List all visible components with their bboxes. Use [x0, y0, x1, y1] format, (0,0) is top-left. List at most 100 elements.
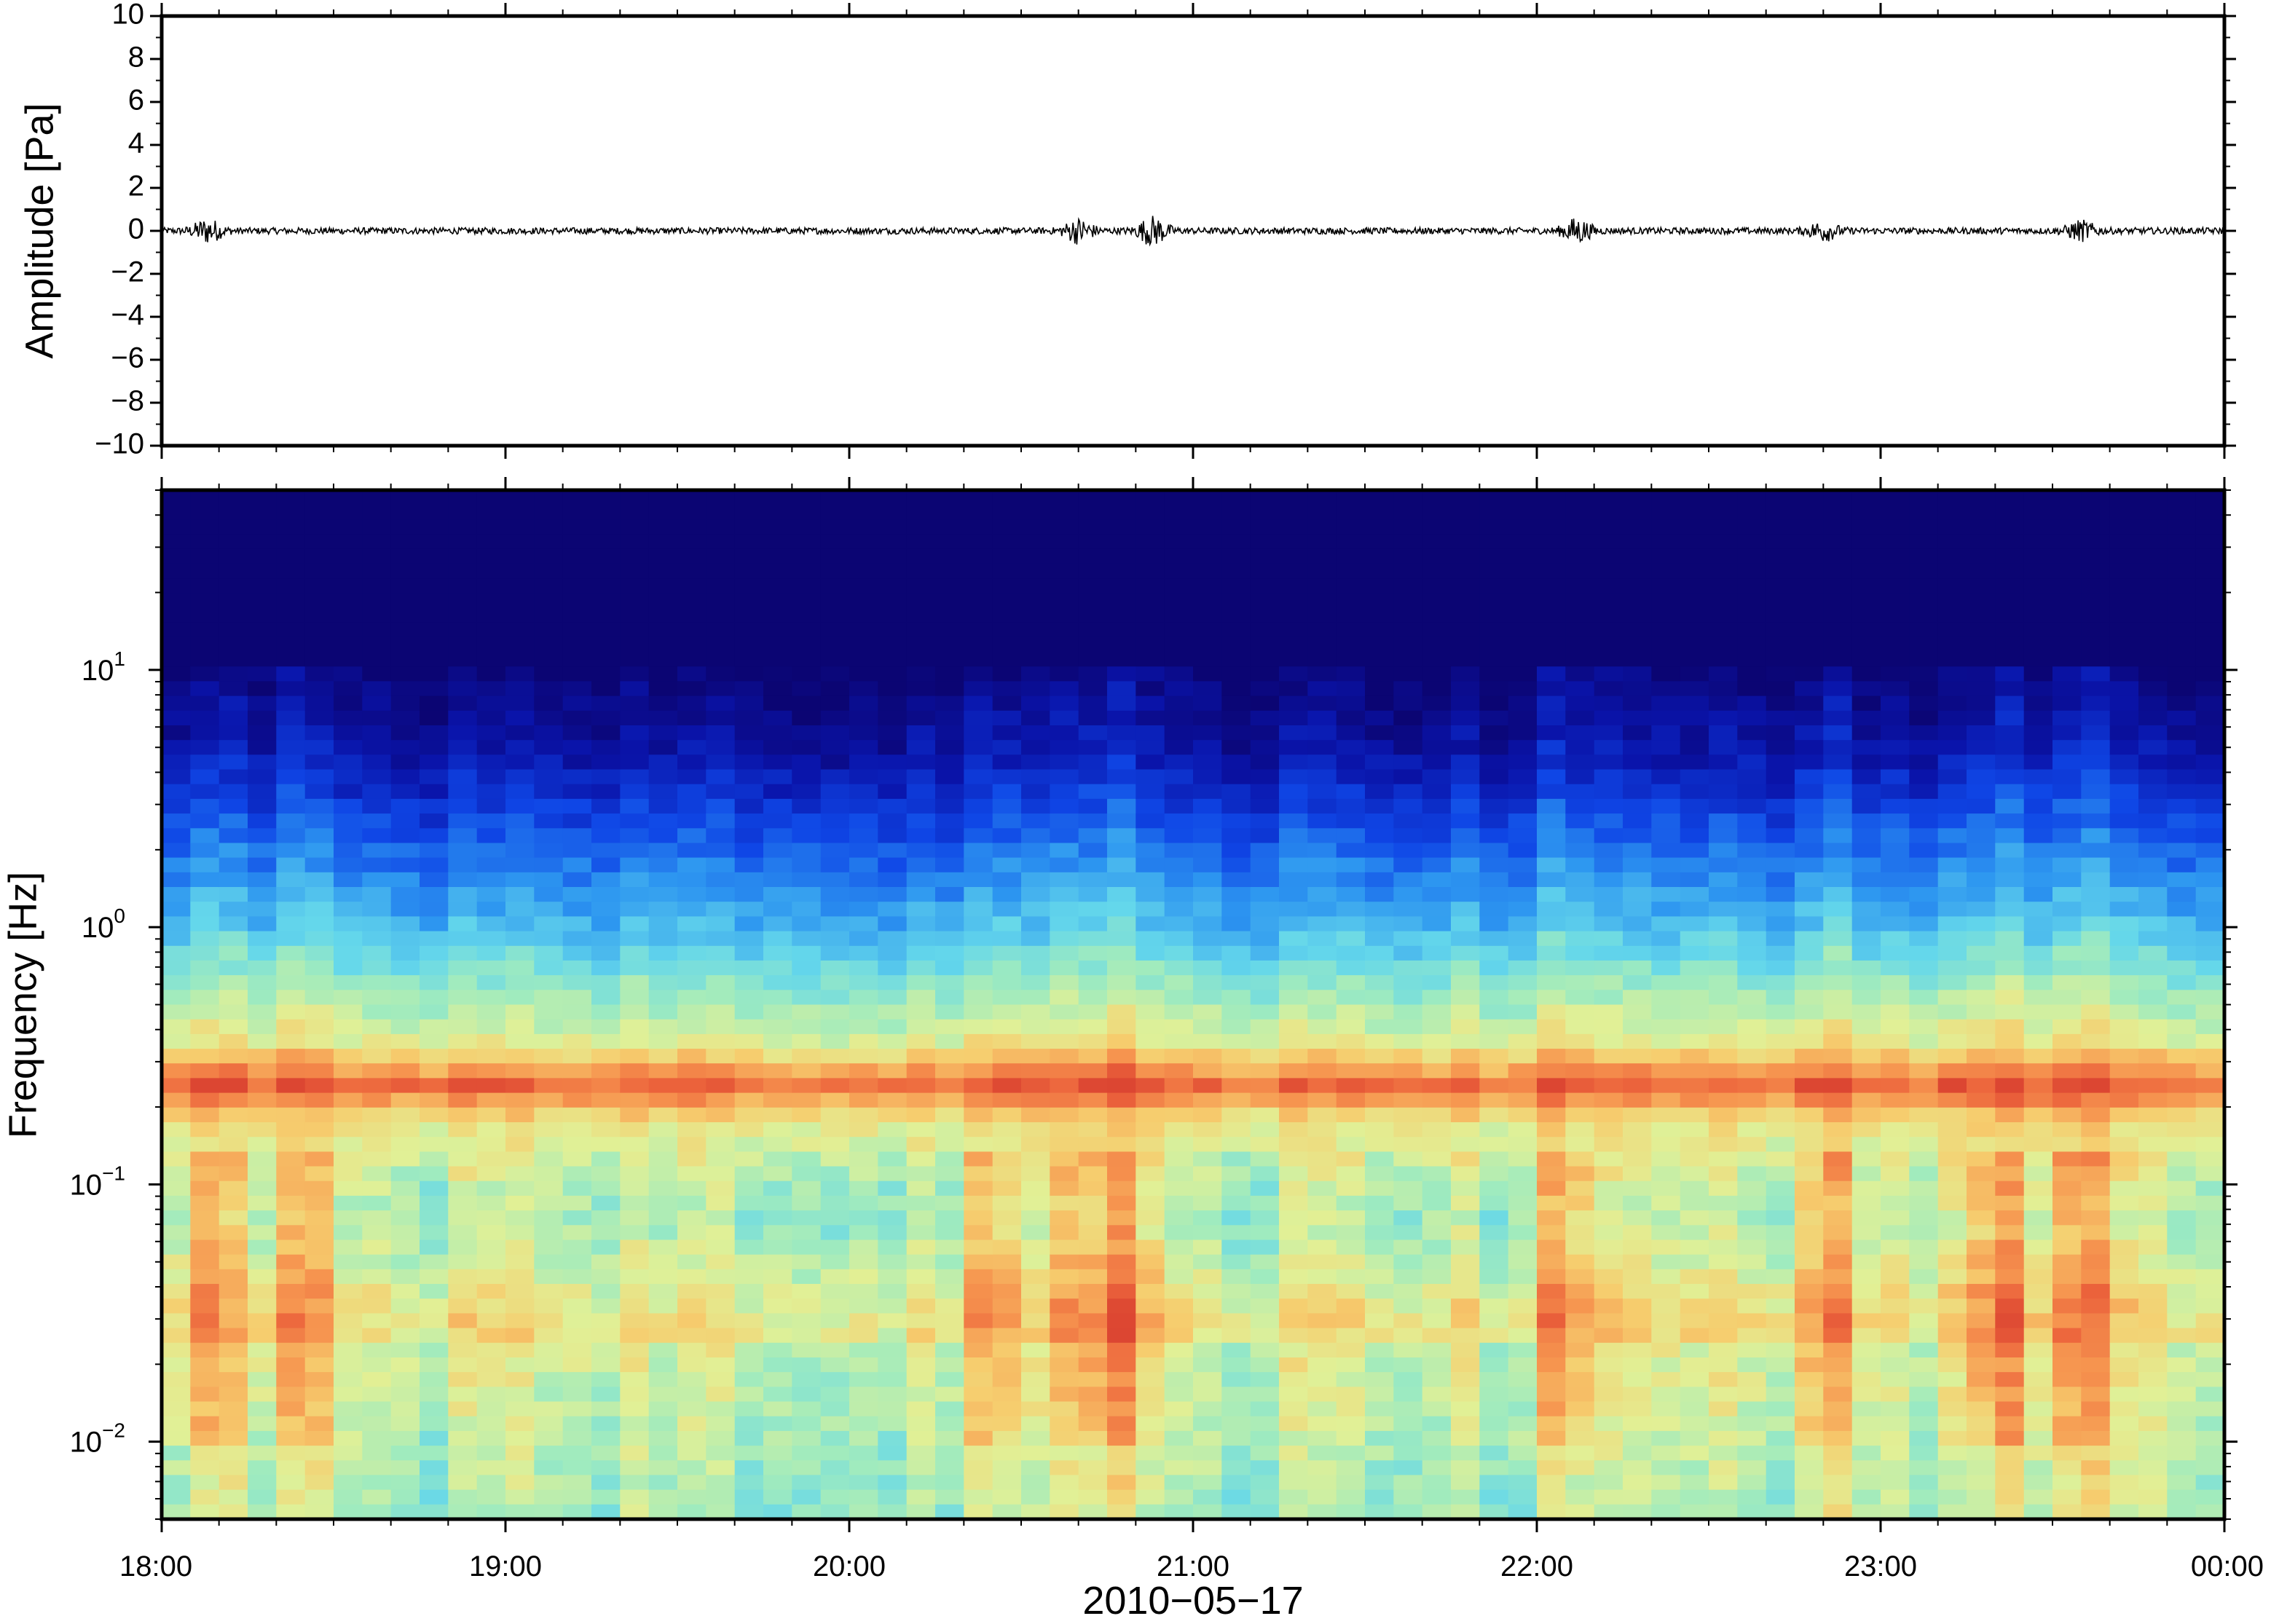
- spectrogram-cell: [1680, 1137, 1709, 1152]
- spectrogram-cell: [1766, 578, 1795, 594]
- spectrogram-cell: [1193, 945, 1222, 961]
- spectrogram-cell: [1995, 534, 2025, 550]
- spectrogram-cell: [2081, 593, 2111, 609]
- spectrogram-cell: [992, 1166, 1022, 1182]
- spectrogram-cell: [1594, 1401, 1623, 1417]
- spectrogram-cell: [505, 798, 535, 814]
- spectrogram-cell: [162, 1489, 191, 1505]
- spectrogram-cell: [162, 1460, 191, 1476]
- spectrogram-cell: [420, 784, 449, 800]
- spectrogram-cell: [1508, 843, 1538, 859]
- spectrogram-cell: [162, 1137, 191, 1152]
- spectrogram-cell: [1336, 1225, 1366, 1241]
- spectrogram-cell: [1279, 1049, 1308, 1064]
- spectrogram-cell: [1250, 1460, 1280, 1476]
- spectrogram-cell: [591, 828, 621, 844]
- spectrogram-cell: [1795, 695, 1824, 712]
- spectrogram-cell: [1193, 1033, 1222, 1049]
- spectrogram-cell: [1336, 548, 1366, 564]
- spectrogram-cell: [1709, 902, 1738, 917]
- spectrogram-cell: [1078, 548, 1108, 564]
- spectrogram-cell: [448, 1342, 478, 1358]
- spectrogram-cell: [1393, 1078, 1423, 1094]
- spectrogram-cell: [964, 1357, 993, 1373]
- spectrogram-cell: [304, 828, 334, 844]
- spectrogram-cell: [1937, 725, 1967, 741]
- spectrogram-cell: [1279, 607, 1308, 623]
- spectrogram-cell: [1422, 931, 1452, 947]
- spectrogram-cell: [2109, 1269, 2139, 1285]
- spectrogram-cell: [1651, 607, 1681, 623]
- spectrogram-cell: [1737, 1063, 1767, 1079]
- spectrogram-cell: [1909, 1313, 1939, 1329]
- spectrogram-cell: [1937, 872, 1967, 888]
- spectrogram-cell: [849, 1430, 878, 1446]
- spectrogram-cell: [1365, 1063, 1394, 1079]
- spectrogram-cell: [591, 813, 621, 829]
- spectrogram-cell: [1336, 1489, 1366, 1505]
- spectrogram-cell: [1107, 931, 1136, 947]
- spectrogram-cell: [476, 1372, 506, 1387]
- spectrogram-cell: [2081, 990, 2111, 1006]
- spectrogram-cell: [1995, 548, 2025, 564]
- spectrogram-cell: [304, 857, 334, 873]
- spectrogram-cell: [706, 505, 736, 520]
- spectrogram-cell: [1680, 1004, 1709, 1020]
- spectrogram-cell: [505, 695, 535, 712]
- spectrogram-cell: [706, 857, 736, 873]
- spectrogram-cell: [1193, 1284, 1222, 1299]
- spectrogram-cell: [677, 813, 707, 829]
- spectrogram-cell: [1967, 1049, 1996, 1064]
- spectrogram-cell: [1508, 725, 1538, 741]
- spectrogram-cell: [591, 578, 621, 594]
- spectrogram-cell: [1508, 1269, 1538, 1285]
- spectrogram-cell: [964, 754, 993, 770]
- spectrogram-cell: [849, 1151, 878, 1167]
- spectrogram-cell: [1365, 622, 1394, 638]
- spectrogram-cell: [992, 505, 1022, 520]
- spectrogram-cell: [648, 534, 678, 550]
- spectrogram-cell: [591, 1342, 621, 1358]
- spectrogram-cell: [534, 990, 564, 1006]
- spectrogram-cell: [1909, 769, 1939, 785]
- spectrogram-cell: [1336, 681, 1366, 697]
- spectrogram-cell: [1594, 1063, 1623, 1079]
- spectrogram-cell: [1307, 1504, 1337, 1519]
- spectrogram-cell: [190, 1122, 220, 1138]
- spectrogram-cell: [248, 1284, 277, 1299]
- spectrogram-cell: [1737, 1372, 1767, 1387]
- spectrogram-cell: [334, 887, 363, 902]
- spectrogram-cell: [1881, 1019, 1910, 1035]
- spectrogram-cell: [591, 902, 621, 917]
- spectrogram-cell: [2138, 710, 2168, 726]
- spectrogram-cell: [304, 1180, 334, 1197]
- spectrogram-cell: [276, 1298, 306, 1314]
- spectrogram-cell: [1307, 1357, 1337, 1373]
- spectrogram-cell: [1709, 1475, 1738, 1491]
- spectrogram-cell: [2052, 578, 2082, 594]
- spectrogram-cell: [1164, 593, 1194, 609]
- spectrogram-cell: [1851, 1137, 1881, 1152]
- spectrogram-cell: [1594, 519, 1623, 535]
- spectrogram-cell: [620, 1284, 650, 1299]
- spectrogram-cell: [906, 652, 936, 667]
- spectrogram-cell: [276, 1210, 306, 1226]
- spectrogram-cell: [1078, 652, 1108, 667]
- spectrogram-cell: [849, 1166, 878, 1182]
- spectrogram-cell: [1823, 505, 1853, 520]
- spectrogram-cell: [1851, 622, 1881, 638]
- spectrogram-cell: [448, 548, 478, 564]
- spectrogram-cell: [1795, 1298, 1824, 1314]
- spectrogram-cell: [448, 975, 478, 990]
- spectrogram-cell: [849, 1460, 878, 1476]
- spectrogram-cell: [1393, 695, 1423, 712]
- spectrogram-cell: [2081, 945, 2111, 961]
- spectrogram-cell: [1737, 754, 1767, 770]
- spectrogram-cell: [1279, 887, 1308, 902]
- spectrogram-cell: [1250, 1166, 1280, 1182]
- spectrogram-cell: [1651, 769, 1681, 785]
- spectrogram-cell: [1967, 916, 1996, 932]
- spectrogram-cell: [1107, 857, 1136, 873]
- spectrogram-cell: [792, 740, 822, 755]
- spectrogram-cell: [1766, 1401, 1795, 1417]
